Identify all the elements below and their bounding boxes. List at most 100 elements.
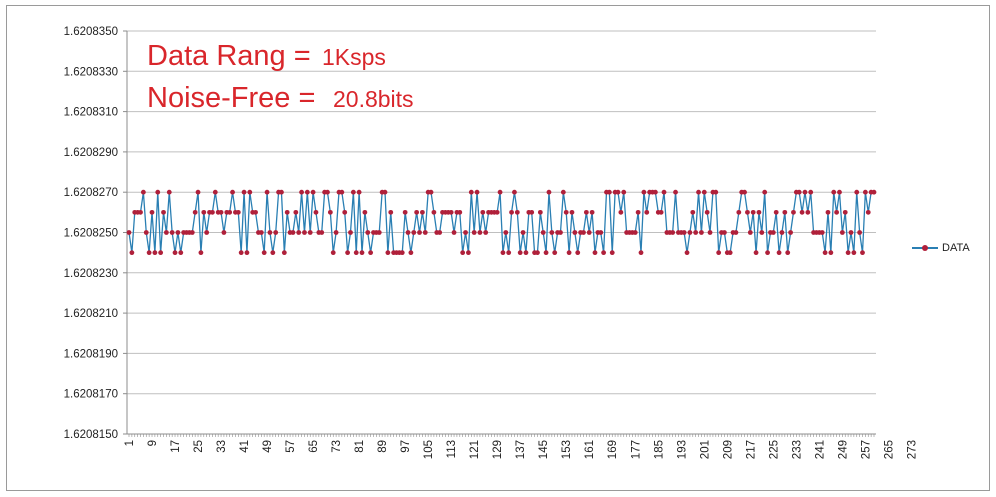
series-data [126, 189, 877, 256]
x-tick-label: 265 [883, 440, 895, 459]
data-point [601, 250, 607, 256]
data-point [210, 209, 215, 215]
data-point [241, 189, 247, 195]
x-tick-label: 65 [308, 440, 320, 453]
data-point [773, 209, 779, 215]
x-tick-label: 17 [170, 440, 182, 453]
data-point [296, 230, 302, 235]
data-point [244, 250, 250, 256]
data-point [581, 230, 586, 235]
x-tick-label: 209 [722, 440, 734, 459]
data-point [420, 209, 425, 215]
data-point [644, 209, 650, 215]
data-point [696, 189, 701, 195]
data-point [848, 230, 854, 235]
data-point [765, 250, 770, 256]
data-point [304, 189, 310, 195]
data-point [837, 189, 842, 195]
data-point [414, 209, 420, 215]
data-point [713, 189, 719, 195]
data-point [279, 189, 284, 195]
data-point [699, 230, 704, 235]
x-tick-label: 33 [216, 440, 228, 453]
data-point [535, 250, 540, 256]
data-point [514, 209, 520, 215]
data-point [175, 230, 181, 235]
data-point [466, 250, 471, 256]
data-point [129, 250, 135, 256]
data-point [290, 230, 296, 235]
x-tick-label: 185 [653, 440, 665, 459]
data-point [299, 189, 304, 195]
y-tick-label: 1.6208290 [64, 147, 118, 159]
data-point [230, 189, 235, 195]
data-point [281, 250, 287, 256]
data-point [652, 189, 658, 195]
data-point [756, 209, 762, 215]
x-tick-label: 169 [607, 440, 619, 459]
data-point [670, 230, 676, 235]
data-point [770, 230, 776, 235]
data-point [733, 230, 739, 235]
data-point [606, 189, 612, 195]
data-point [198, 250, 204, 256]
data-point [293, 209, 299, 215]
data-point [779, 230, 785, 235]
data-point [540, 230, 546, 235]
data-point [558, 230, 563, 235]
data-point [808, 189, 814, 195]
legend-label-data: DATA [942, 242, 970, 254]
y-tick-label: 1.6208270 [64, 187, 118, 199]
data-point [149, 209, 155, 215]
data-point [402, 209, 408, 215]
x-tick-label: 257 [860, 440, 872, 459]
data-point [339, 189, 345, 195]
data-point [362, 209, 368, 215]
x-tick-label: 57 [285, 440, 297, 453]
data-point [270, 250, 276, 256]
data-point [658, 209, 664, 215]
data-point [161, 209, 166, 215]
data-point [212, 189, 218, 195]
data-point [138, 209, 143, 215]
data-point [509, 209, 514, 215]
data-point [782, 209, 788, 215]
data-point [822, 250, 828, 256]
data-point [747, 230, 753, 235]
x-tick-label: 105 [423, 440, 435, 459]
data-point [192, 209, 198, 215]
data-point [799, 209, 805, 215]
data-point [871, 189, 877, 195]
data-point [598, 230, 604, 235]
data-point [638, 250, 644, 256]
data-point [776, 250, 782, 256]
data-point [261, 250, 267, 256]
annotation-noise-free-value: 20.8bits [333, 86, 414, 112]
data-point [520, 230, 526, 235]
data-point [238, 250, 244, 256]
data-point [494, 209, 500, 215]
data-point [693, 230, 699, 235]
data-point [451, 230, 457, 235]
x-tick-label: 193 [676, 440, 688, 459]
data-point [325, 189, 330, 195]
data-point [477, 230, 483, 235]
data-point [586, 230, 592, 235]
x-tick-label: 177 [630, 440, 642, 459]
x-tick-label: 137 [515, 440, 527, 459]
x-tick-label: 241 [814, 440, 826, 459]
data-point [189, 230, 195, 235]
x-tick-label: 81 [354, 440, 366, 453]
data-point [704, 209, 710, 215]
data-point [753, 250, 759, 256]
data-point [839, 230, 845, 235]
data-point [471, 230, 477, 235]
data-point [422, 230, 428, 235]
data-point [722, 230, 727, 235]
data-point [560, 189, 566, 195]
data-point [405, 230, 411, 235]
data-point [546, 189, 552, 195]
data-point [785, 250, 791, 256]
data-point [155, 189, 161, 195]
x-tick-label: 249 [837, 440, 849, 459]
